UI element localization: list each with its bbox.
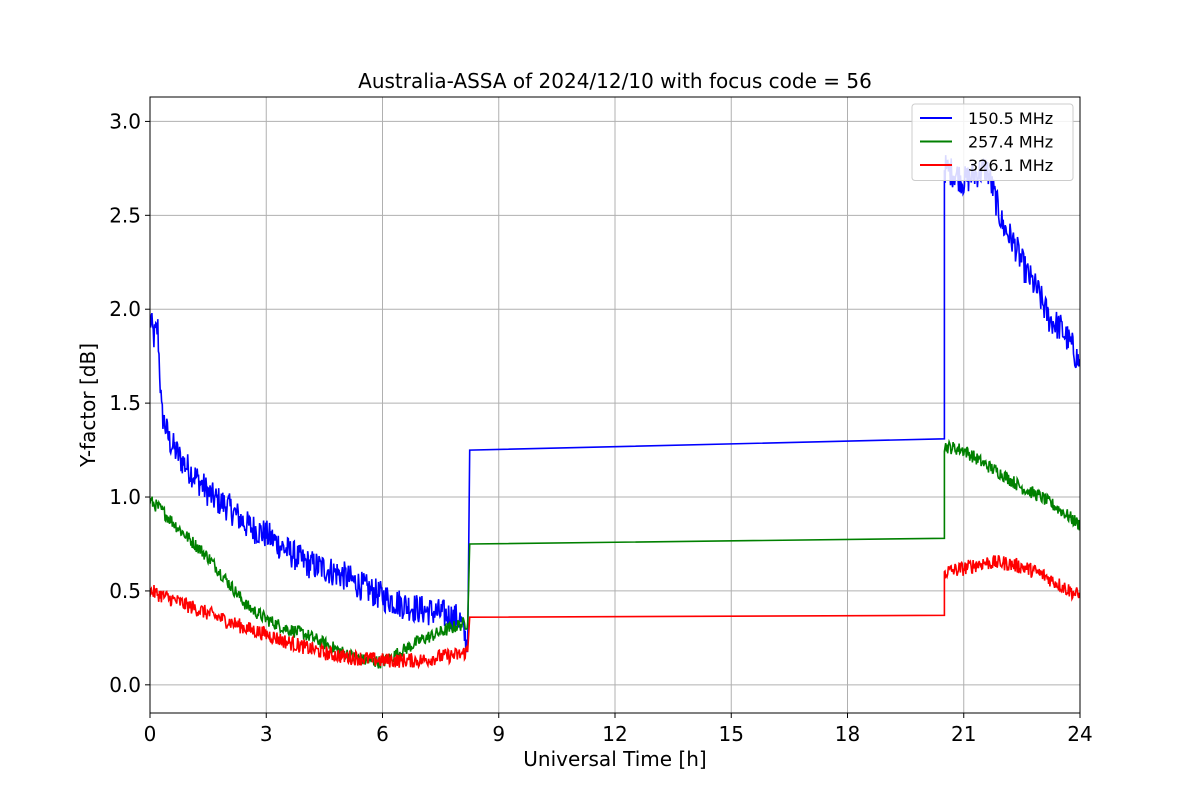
- y-ticks: 0.0 0.5 1.0 1.5 2.0 2.5 3.0: [109, 109, 150, 697]
- x-tick-label: 0: [144, 722, 157, 746]
- series-line-1: [150, 438, 1080, 669]
- x-tick-label: 18: [835, 722, 860, 746]
- y-tick-label: 1.0: [109, 485, 141, 509]
- x-tick-label: 9: [492, 722, 505, 746]
- x-tick-label: 24: [1067, 722, 1092, 746]
- x-tick-label: 12: [602, 722, 627, 746]
- legend-label: 150.5 MHz: [968, 109, 1053, 128]
- x-ticks: 0 3 6 9 12 15 18 21 24: [144, 713, 1093, 746]
- series-line-2: [150, 554, 1080, 670]
- y-tick-label: 3.0: [109, 109, 141, 133]
- x-tick-label: 21: [951, 722, 976, 746]
- x-tick-label: 3: [260, 722, 273, 746]
- legend-box: [911, 103, 1074, 181]
- y-tick-label: 2.5: [109, 203, 141, 227]
- x-tick-label: 15: [719, 722, 744, 746]
- y-tick-label: 0.5: [109, 579, 141, 603]
- x-axis-label: Universal Time [h]: [523, 747, 706, 771]
- y-axis-label: Y-factor [dB]: [76, 343, 100, 468]
- legend: 150.5 MHz 257.4 MHz 326.1 MHz: [911, 103, 1074, 181]
- legend-label: 326.1 MHz: [968, 156, 1053, 175]
- series-line-0: [150, 155, 1080, 653]
- chart-title: Australia-ASSA of 2024/12/10 with focus …: [358, 69, 872, 93]
- y-tick-label: 1.5: [109, 391, 141, 415]
- legend-label: 257.4 MHz: [968, 133, 1053, 152]
- y-tick-label: 2.0: [109, 297, 141, 321]
- series-layer: [150, 155, 1080, 670]
- y-tick-label: 0.0: [109, 673, 141, 697]
- x-tick-label: 6: [376, 722, 389, 746]
